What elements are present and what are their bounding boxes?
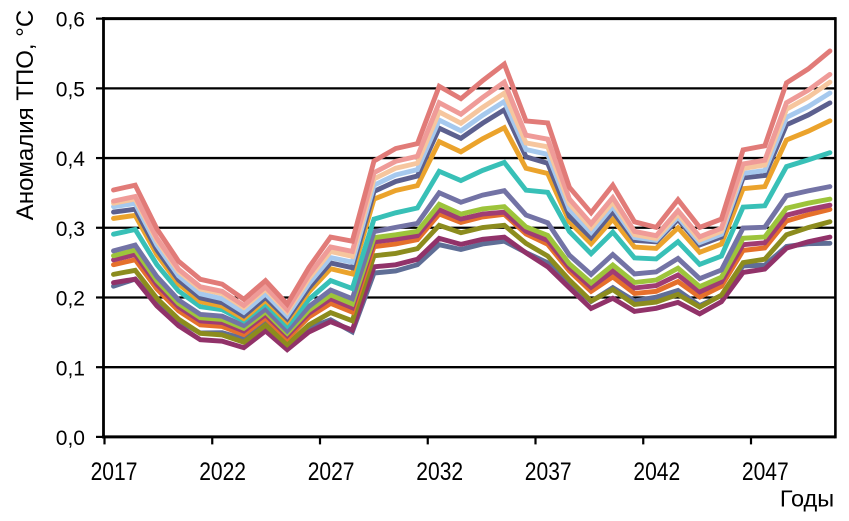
svg-text:0,4: 0,4 [56,148,86,171]
svg-text:2027: 2027 [308,458,355,486]
svg-text:2017: 2017 [91,458,138,486]
svg-text:2037: 2037 [525,458,572,486]
svg-text:0,1: 0,1 [56,357,85,380]
svg-text:0,2: 0,2 [56,288,85,311]
svg-text:0,5: 0,5 [56,78,85,101]
svg-text:2032: 2032 [416,458,463,486]
svg-text:Годы: Годы [780,486,834,512]
svg-text:2042: 2042 [633,458,680,486]
svg-text:Аномалия ТПО, °C: Аномалия ТПО, °C [12,10,39,220]
svg-text:2047: 2047 [742,458,789,486]
svg-text:0,6: 0,6 [56,9,85,32]
svg-text:0,3: 0,3 [56,218,85,241]
svg-text:0,0: 0,0 [56,427,85,450]
svg-text:2022: 2022 [199,458,246,486]
